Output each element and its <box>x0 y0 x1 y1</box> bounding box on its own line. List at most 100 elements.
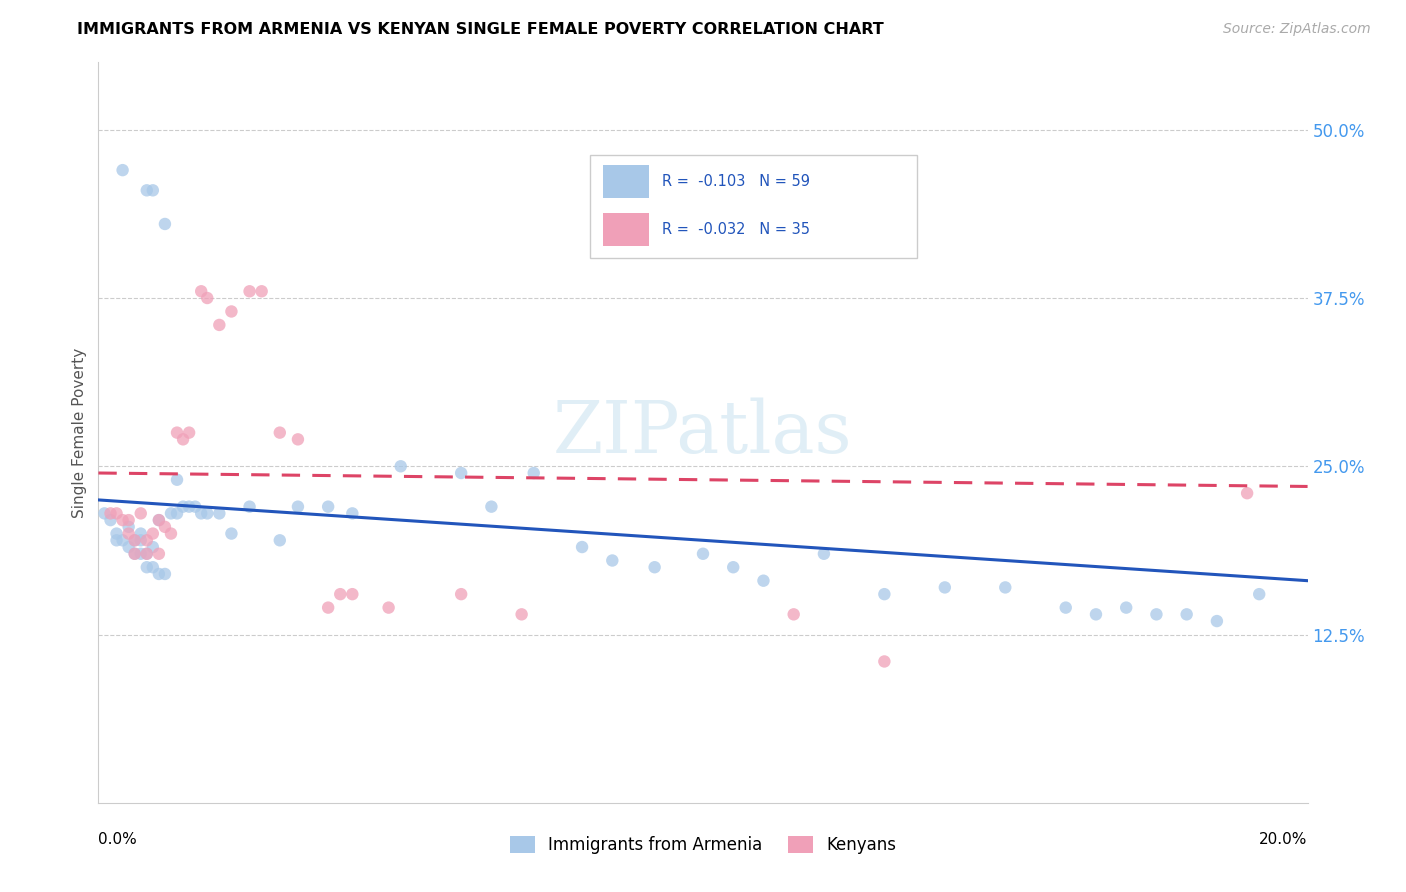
Point <box>602 553 624 567</box>
Point <box>1249 587 1271 601</box>
Text: 20.0%: 20.0% <box>1260 832 1308 847</box>
Point <box>481 500 503 514</box>
Point <box>124 547 146 561</box>
Point <box>1144 607 1167 622</box>
Point <box>172 433 194 447</box>
Text: IMMIGRANTS FROM ARMENIA VS KENYAN SINGLE FEMALE POVERTY CORRELATION CHART: IMMIGRANTS FROM ARMENIA VS KENYAN SINGLE… <box>77 22 884 37</box>
Point <box>994 581 1017 595</box>
Point <box>153 217 176 231</box>
FancyBboxPatch shape <box>603 165 648 198</box>
Point <box>135 560 157 574</box>
Point <box>571 540 593 554</box>
Point <box>166 473 188 487</box>
Point <box>510 607 533 622</box>
Point <box>450 587 472 601</box>
Point <box>124 547 146 561</box>
Point <box>118 540 141 554</box>
Point <box>250 285 273 299</box>
Point <box>783 607 806 622</box>
Point <box>129 526 152 541</box>
Point <box>1085 607 1108 622</box>
Point <box>342 587 364 601</box>
Point <box>124 533 146 548</box>
Text: Source: ZipAtlas.com: Source: ZipAtlas.com <box>1223 22 1371 37</box>
Point <box>135 547 157 561</box>
Point <box>934 581 956 595</box>
Point <box>523 466 546 480</box>
Point <box>190 285 212 299</box>
Point <box>160 507 183 521</box>
Point <box>93 507 115 521</box>
Point <box>269 533 291 548</box>
Point <box>118 526 141 541</box>
Point <box>179 425 201 440</box>
Point <box>111 533 134 548</box>
Point <box>195 507 218 521</box>
Point <box>153 520 176 534</box>
Point <box>118 520 141 534</box>
Point <box>118 513 141 527</box>
Point <box>692 547 714 561</box>
Text: 0.0%: 0.0% <box>98 832 138 847</box>
Point <box>1115 600 1137 615</box>
Y-axis label: Single Female Poverty: Single Female Poverty <box>72 348 87 517</box>
FancyBboxPatch shape <box>591 155 917 258</box>
Point <box>142 183 165 197</box>
Point <box>195 291 218 305</box>
Text: R =  -0.032   N = 35: R = -0.032 N = 35 <box>662 222 810 236</box>
Point <box>221 304 243 318</box>
Point <box>239 500 262 514</box>
Point <box>190 507 212 521</box>
Point <box>172 500 194 514</box>
Point <box>389 459 412 474</box>
Point <box>166 425 188 440</box>
Point <box>142 560 165 574</box>
Point <box>184 500 207 514</box>
Point <box>135 533 157 548</box>
Point <box>153 566 176 581</box>
Point <box>208 507 231 521</box>
Point <box>124 533 146 548</box>
Point <box>129 533 152 548</box>
Text: ZIPatlas: ZIPatlas <box>553 397 853 468</box>
Point <box>1206 614 1229 628</box>
Point <box>111 513 134 527</box>
Point <box>100 507 122 521</box>
Point <box>160 526 183 541</box>
Point <box>135 547 157 561</box>
Point <box>316 500 339 514</box>
Point <box>129 547 152 561</box>
Point <box>100 513 122 527</box>
Point <box>239 285 262 299</box>
Point <box>752 574 775 588</box>
Point <box>450 466 472 480</box>
Point <box>105 507 128 521</box>
Point <box>142 526 165 541</box>
Point <box>142 540 165 554</box>
Point <box>723 560 745 574</box>
Point <box>129 507 152 521</box>
Point <box>287 500 309 514</box>
Text: R =  -0.103   N = 59: R = -0.103 N = 59 <box>662 175 810 189</box>
Point <box>813 547 835 561</box>
Point <box>644 560 666 574</box>
Point <box>269 425 291 440</box>
Legend: Immigrants from Armenia, Kenyans: Immigrants from Armenia, Kenyans <box>503 830 903 861</box>
Point <box>105 533 128 548</box>
Point <box>873 655 896 669</box>
Point <box>316 600 339 615</box>
FancyBboxPatch shape <box>603 213 648 246</box>
Point <box>221 526 243 541</box>
Point <box>148 513 170 527</box>
Point <box>873 587 896 601</box>
Point <box>208 318 231 332</box>
Point <box>329 587 352 601</box>
Point <box>111 163 134 178</box>
Point <box>1236 486 1258 500</box>
Point <box>105 526 128 541</box>
Point <box>1175 607 1198 622</box>
Point <box>287 433 309 447</box>
Point <box>166 507 188 521</box>
Point <box>179 500 201 514</box>
Point <box>148 566 170 581</box>
